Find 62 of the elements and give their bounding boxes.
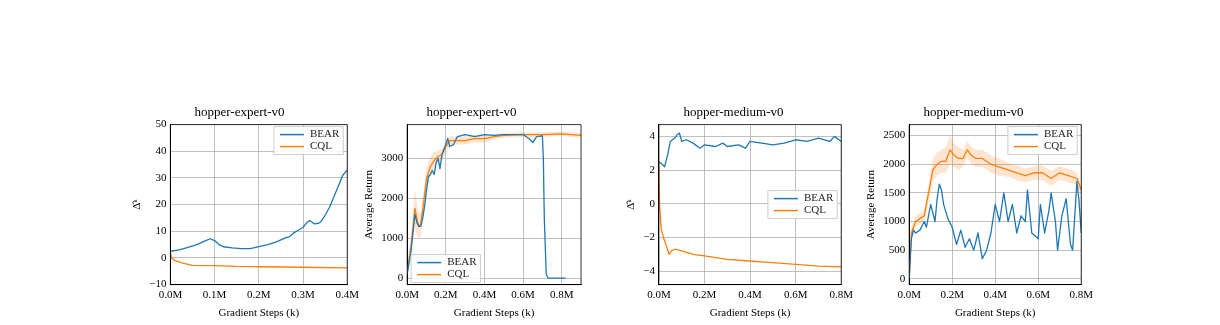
chart-title: hopper-expert-v0 bbox=[194, 104, 285, 120]
legend-label: BEAR bbox=[309, 127, 340, 140]
legend-label: BEAR bbox=[1043, 127, 1074, 140]
y-tick-label: 2000 bbox=[883, 157, 906, 170]
x-tick-label: 0.8M bbox=[829, 288, 854, 301]
x-tick-label: 0.8M bbox=[1069, 288, 1094, 301]
y-tick-label: 10 bbox=[155, 224, 167, 237]
y-axis-title: Average Return bbox=[362, 169, 375, 240]
y-tick-label: 2000 bbox=[381, 191, 404, 204]
x-tick-label: 0.0M bbox=[158, 288, 183, 301]
legend-label: BEAR bbox=[447, 255, 478, 268]
chart-title: hopper-medium-v0 bbox=[923, 104, 1024, 120]
y-tick-label: 0 bbox=[899, 271, 906, 284]
y-tick-label: 30 bbox=[155, 170, 167, 183]
y-tick-label: 1500 bbox=[883, 185, 906, 198]
chart-title: hopper-expert-v0 bbox=[426, 104, 517, 120]
y-tick-label: 0 bbox=[397, 271, 404, 284]
x-tick-label: 0.2M bbox=[434, 288, 458, 301]
x-tick-label: 0.2M bbox=[692, 288, 717, 301]
y-tick-label: −2 bbox=[643, 230, 655, 243]
y-tick-label: −4 bbox=[643, 264, 656, 277]
legend-label: CQL bbox=[309, 139, 333, 152]
y-tick-label: 2 bbox=[649, 162, 655, 175]
x-tick-label: 0.2M bbox=[247, 288, 271, 301]
y-tick-label: 0 bbox=[649, 196, 656, 209]
x-tick-label: 0.4M bbox=[335, 288, 360, 301]
legend-label: CQL bbox=[447, 267, 470, 280]
legend-label: CQL bbox=[1043, 139, 1067, 152]
x-tick-label: 0.6M bbox=[511, 288, 536, 301]
y-tick-label: −10 bbox=[149, 277, 167, 290]
x-axis-title: Gradient Steps (k) bbox=[709, 306, 791, 320]
x-tick-label: 0.6M bbox=[1026, 288, 1051, 301]
x-tick-label: 0.4M bbox=[472, 288, 497, 301]
x-tick-label: 0.0M bbox=[897, 288, 922, 301]
x-axis-title: Gradient Steps (k) bbox=[218, 306, 300, 320]
y-tick-label: 50 bbox=[155, 117, 167, 130]
y-tick-label: 1000 bbox=[381, 231, 404, 244]
x-tick-label: 0.2M bbox=[940, 288, 965, 301]
chart-title: hopper-medium-v0 bbox=[683, 104, 784, 120]
x-tick-label: 0.8M bbox=[549, 288, 574, 301]
y-tick-label: 1000 bbox=[883, 214, 906, 227]
y-axis-title: Δ̂ᵏ bbox=[624, 198, 637, 210]
y-axis-title: Δ̂ᵏ bbox=[130, 198, 143, 210]
y-tick-label: 4 bbox=[649, 129, 656, 142]
x-tick-label: 0.0M bbox=[647, 288, 671, 301]
y-tick-label: 20 bbox=[155, 197, 167, 210]
x-tick-label: 0.4M bbox=[738, 288, 763, 301]
x-tick-label: 0.0M bbox=[395, 288, 420, 301]
y-tick-label: 2500 bbox=[883, 128, 906, 141]
y-tick-label: 40 bbox=[155, 144, 167, 157]
legend-label: CQL bbox=[803, 203, 827, 216]
y-tick-label: 3000 bbox=[381, 151, 404, 164]
x-axis-title: Gradient Steps (k) bbox=[954, 306, 1036, 320]
x-tick-label: 0.4M bbox=[983, 288, 1008, 301]
legend-label: BEAR bbox=[803, 191, 834, 204]
x-tick-label: 0.3M bbox=[291, 288, 316, 301]
x-tick-label: 0.6M bbox=[783, 288, 808, 301]
y-axis-title: Average Return bbox=[864, 169, 877, 240]
y-tick-label: 500 bbox=[888, 243, 906, 256]
y-tick-label: 0 bbox=[160, 250, 167, 263]
x-axis-title: Gradient Steps (k) bbox=[453, 306, 535, 320]
x-tick-label: 0.1M bbox=[202, 288, 227, 301]
